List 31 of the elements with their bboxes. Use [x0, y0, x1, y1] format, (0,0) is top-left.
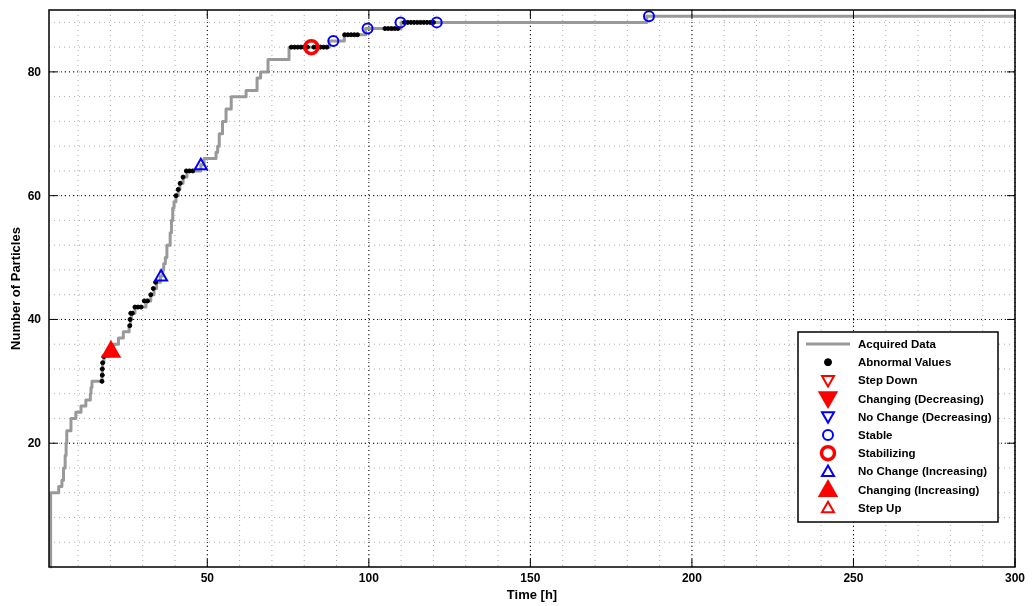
point: [101, 340, 121, 358]
x-tick-label: 150: [520, 571, 541, 585]
point: [430, 16, 443, 29]
legend-label: No Change (Increasing): [858, 465, 988, 478]
y-tick-label: 40: [27, 312, 42, 327]
legend-label: Changing (Decreasing): [858, 392, 985, 405]
point: [327, 34, 340, 47]
legend-label: Step Down: [858, 374, 918, 387]
y-tick-label: 20: [27, 436, 42, 451]
legend-label: Stable: [858, 429, 893, 441]
legend-label: Step Up: [858, 501, 902, 514]
x-tick-label: 50: [200, 571, 215, 585]
x-tick-label: 200: [681, 571, 703, 585]
legend-label: Stabilizing: [858, 447, 916, 460]
legend-label: Changing (Increasing): [858, 483, 980, 496]
y-tick-label: 80: [27, 64, 42, 79]
legend-label: Acquired Data: [858, 338, 937, 350]
point: [394, 16, 407, 29]
legend-label: No Change (Decreasing): [858, 410, 992, 423]
x-tick-label: 300: [1004, 571, 1026, 585]
y-axis-title: Number of Particles: [8, 227, 23, 350]
point: [642, 10, 655, 23]
point: [303, 38, 320, 56]
legend-label: Abnormal Values: [858, 356, 952, 369]
x-axis-title: Time [h]: [506, 587, 558, 602]
y-tick-label: 60: [27, 188, 42, 203]
point: [154, 269, 169, 282]
x-tick-label: 250: [843, 571, 864, 585]
point: [193, 157, 208, 171]
point: [361, 22, 374, 35]
x-tick-label: 100: [358, 571, 380, 585]
